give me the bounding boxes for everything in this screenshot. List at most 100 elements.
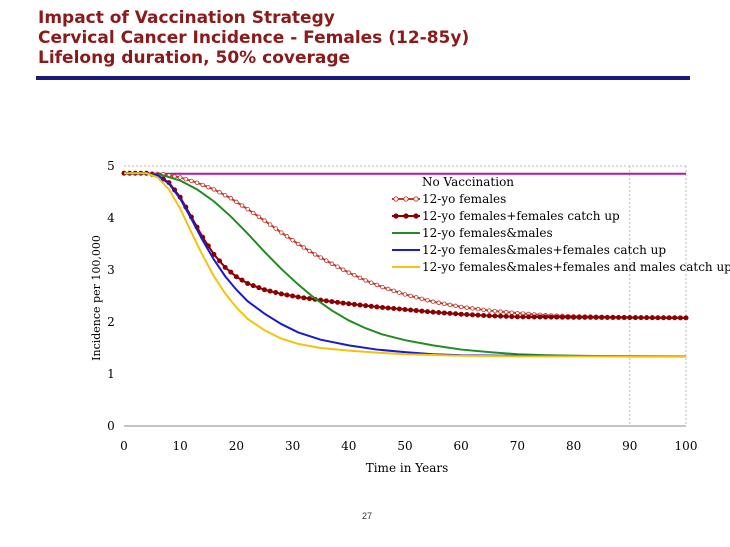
series-3-marker bbox=[610, 315, 616, 321]
series-2-marker bbox=[267, 222, 273, 227]
series-2-marker bbox=[385, 286, 391, 292]
series-3-marker bbox=[621, 315, 627, 321]
series-2-marker bbox=[436, 300, 441, 305]
series-3-marker bbox=[481, 312, 487, 318]
series-3-marker bbox=[278, 291, 284, 297]
series-3-marker bbox=[453, 311, 459, 317]
series-3-marker bbox=[492, 313, 498, 319]
series-2-marker bbox=[211, 187, 217, 192]
series-3-marker bbox=[593, 314, 599, 320]
series-2-marker bbox=[459, 304, 464, 310]
series-3-marker bbox=[559, 314, 565, 320]
series-2-marker bbox=[481, 307, 486, 313]
series-2-marker bbox=[357, 275, 363, 280]
series-2-marker bbox=[217, 190, 222, 195]
series-2-marker bbox=[464, 305, 470, 310]
gridlines bbox=[124, 165, 687, 426]
series-2-marker bbox=[206, 184, 211, 190]
series-3-marker bbox=[683, 315, 689, 321]
x-tick-label: 70 bbox=[510, 439, 525, 453]
series-3-marker bbox=[413, 308, 419, 314]
series-2-marker bbox=[408, 293, 413, 299]
series-3-marker bbox=[677, 315, 683, 321]
series-3-marker bbox=[273, 290, 279, 296]
series-3-marker bbox=[228, 269, 234, 275]
series-3-marker bbox=[402, 307, 408, 313]
legend-label-1: No Vaccination bbox=[422, 175, 514, 189]
series-3-marker bbox=[301, 295, 307, 301]
series-2-marker bbox=[256, 214, 262, 219]
y-tick-label: 5 bbox=[107, 159, 115, 173]
series-3-marker bbox=[256, 285, 262, 291]
series-3-marker bbox=[632, 315, 638, 321]
series-3-marker bbox=[638, 315, 644, 321]
series-3-marker bbox=[290, 293, 296, 299]
series-2-marker bbox=[340, 267, 346, 272]
legend-label-4: 12-yo females&males bbox=[422, 226, 553, 240]
series-3-marker bbox=[340, 300, 346, 306]
legend-marker-2 bbox=[403, 196, 409, 202]
legend-marker-2 bbox=[413, 196, 419, 202]
series-3-marker bbox=[217, 258, 223, 264]
title-line-3: Lifelong duration, 50% coverage bbox=[38, 48, 351, 68]
series-line-6 bbox=[124, 172, 686, 358]
series-3-marker bbox=[329, 299, 335, 305]
x-tick-label: 10 bbox=[173, 439, 188, 453]
series-2-marker bbox=[503, 309, 509, 315]
series-3-marker bbox=[391, 305, 397, 311]
series-3-marker bbox=[475, 312, 481, 318]
series-3-marker bbox=[261, 287, 267, 293]
series-2-marker bbox=[487, 308, 492, 313]
series-2-marker bbox=[307, 248, 312, 254]
series-3-marker bbox=[380, 304, 386, 310]
series-3-marker bbox=[526, 314, 532, 320]
series-2-marker bbox=[324, 258, 329, 263]
series-3-marker bbox=[250, 283, 256, 289]
y-axis-title: Incidence per 100,000 bbox=[90, 235, 103, 361]
series-3-marker bbox=[295, 294, 301, 300]
series-3-marker bbox=[396, 306, 402, 312]
series-2-marker bbox=[177, 175, 183, 180]
series-2-marker bbox=[284, 234, 290, 239]
series-3-marker bbox=[661, 315, 667, 321]
series-2-marker bbox=[453, 303, 458, 309]
series-3-marker bbox=[363, 303, 369, 309]
series-3-marker bbox=[655, 315, 661, 321]
x-tick-label: 0 bbox=[120, 439, 128, 453]
legend-label-2: 12-yo females bbox=[422, 192, 506, 206]
series-3-marker bbox=[509, 314, 515, 320]
series-3-marker bbox=[306, 296, 312, 302]
x-tick-label: 60 bbox=[454, 439, 469, 453]
series-2-marker bbox=[442, 301, 447, 306]
series-3-marker bbox=[554, 314, 560, 320]
x-axis-title: Time in Years bbox=[366, 461, 449, 475]
y-tick-label: 0 bbox=[107, 419, 115, 433]
legend-label-3: 12-yo females+females catch up bbox=[422, 209, 620, 223]
series-line-5 bbox=[124, 172, 687, 358]
legend-marker-3 bbox=[393, 213, 399, 219]
series-3-marker bbox=[604, 314, 610, 320]
series-2-marker bbox=[352, 273, 357, 278]
series-3-marker bbox=[548, 314, 554, 320]
series-2-marker bbox=[234, 199, 239, 205]
series-2-marker bbox=[425, 298, 430, 303]
series-3-marker bbox=[346, 301, 352, 307]
series-2-marker bbox=[380, 284, 385, 290]
x-tick-label: 90 bbox=[622, 439, 637, 453]
series-2-marker bbox=[183, 176, 189, 182]
series-3-marker bbox=[284, 292, 290, 298]
series-2-marker bbox=[251, 210, 256, 216]
series-2-marker bbox=[318, 255, 323, 260]
series-2-marker bbox=[194, 180, 200, 185]
series-3-marker bbox=[233, 274, 239, 280]
series-3-marker bbox=[447, 310, 453, 316]
series-3-marker bbox=[323, 298, 329, 304]
series-3-marker bbox=[464, 312, 470, 318]
y-tick-label: 3 bbox=[107, 263, 115, 277]
x-tick-label: 20 bbox=[229, 439, 244, 453]
series-3-marker bbox=[503, 313, 509, 319]
series-3-marker bbox=[537, 314, 543, 320]
series-2-marker bbox=[402, 292, 408, 297]
series-3-marker bbox=[424, 309, 430, 315]
